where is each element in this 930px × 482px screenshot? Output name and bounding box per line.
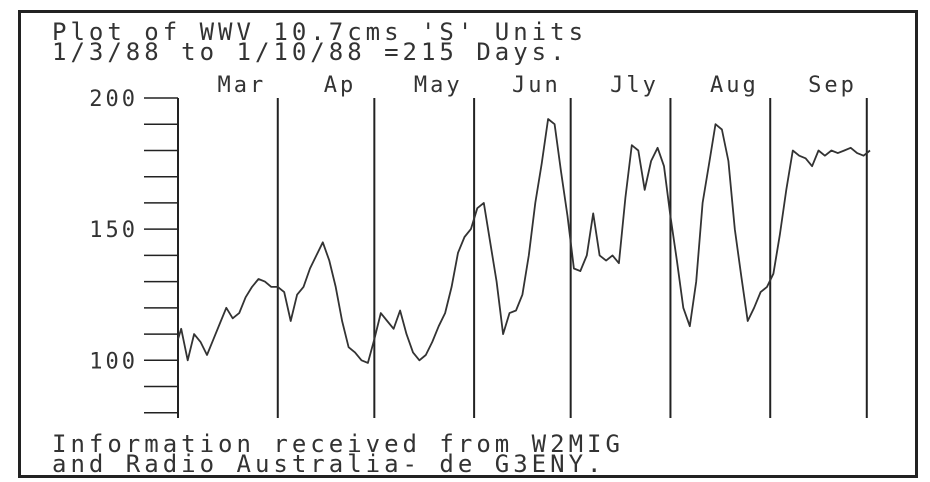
month-label: May — [414, 73, 463, 98]
chart-title: Plot of WWV 10.7cms 'S' Units — [52, 18, 588, 46]
y-tick-label: 150 — [89, 218, 138, 243]
month-label: Jly — [610, 73, 659, 98]
month-label: Ap — [324, 73, 357, 98]
chart-frame — [18, 10, 918, 478]
footer-line-2: and Radio Australia- de G3ENY. — [52, 450, 606, 478]
chart-subtitle: 1/3/88 to 1/10/88 =215 Days. — [52, 38, 569, 66]
series-line — [177, 118, 871, 364]
month-label: Sep — [808, 73, 857, 98]
y-tick-label: 100 — [89, 349, 138, 374]
month-label: Jun — [512, 73, 561, 98]
month-label: Aug — [710, 73, 759, 98]
y-tick-label: 200 — [89, 87, 138, 112]
month-label: Mar — [218, 73, 267, 98]
footer-line-1: Information received from W2MIG — [52, 430, 624, 458]
